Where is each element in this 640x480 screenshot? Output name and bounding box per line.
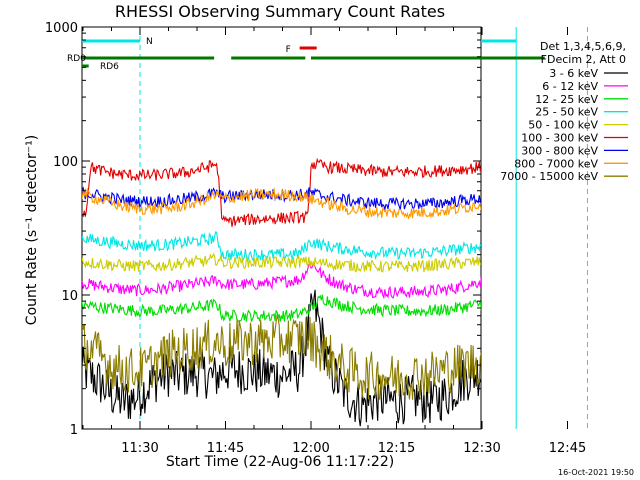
series-line-3	[82, 231, 481, 263]
y-tick-label-0: 1	[70, 423, 78, 438]
series-lines	[82, 157, 481, 427]
legend-label-1: 6 - 12 keV	[542, 80, 598, 93]
flag-label-rd6: RD6	[100, 62, 119, 72]
state-flags: N F RD0 RD6	[67, 37, 545, 72]
legend-label-0: 3 - 6 keV	[549, 67, 598, 80]
x-tick-label-1: 11:45	[207, 441, 244, 456]
y-tick-label-3: 1000	[45, 21, 78, 36]
legend-header-1: FDecim 2, Att 0	[541, 53, 626, 66]
plot-frame	[81, 26, 482, 430]
chart-title: RHESSI Observing Summary Count Rates	[115, 2, 445, 21]
legend-header-0: Det 1,3,4,5,6,9,	[540, 40, 626, 53]
legend-label-7: 800 - 7000 keV	[514, 157, 598, 170]
y-axis-label: Count Rate (s⁻¹ detector⁻¹)	[24, 135, 40, 325]
legend-label-4: 50 - 100 keV	[528, 119, 598, 132]
flag-label-rd0: RD0	[67, 54, 86, 64]
legend: Det 1,3,4,5,6,9,FDecim 2, Att 03 - 6 keV…	[500, 40, 628, 183]
x-axis-label: Start Time (22-Aug-06 11:17:22)	[166, 454, 394, 470]
vertical-markers	[139, 27, 588, 429]
legend-label-3: 25 - 50 keV	[535, 106, 598, 119]
series-line-4	[82, 252, 481, 273]
legend-label-8: 7000 - 15000 keV	[500, 170, 598, 183]
x-tick-label-5: 12:45	[549, 441, 586, 456]
footer-date: 16-Oct-2021 19:50	[558, 468, 634, 477]
series-line-1	[82, 263, 481, 300]
series-line-2	[82, 294, 481, 322]
legend-label-2: 12 - 25 keV	[535, 93, 598, 106]
x-tick-label-4: 12:30	[463, 441, 500, 456]
series-line-7	[82, 187, 481, 220]
flag-label-f: F	[286, 45, 291, 55]
x-tick-label-2: 12:00	[292, 441, 329, 456]
y-tick-label-2: 100	[53, 155, 78, 170]
x-tick-label-0: 11:30	[121, 441, 158, 456]
legend-label-5: 100 - 300 keV	[521, 132, 598, 145]
series-line-5	[82, 157, 481, 227]
series-line-8	[82, 314, 481, 401]
legend-label-6: 300 - 800 keV	[521, 144, 598, 157]
y-tick-label-1: 10	[61, 289, 78, 304]
flag-label-n: N	[146, 37, 153, 47]
axes: 11:30 11:45 12:00 12:15 12:30 12:45 1 10 100 1000	[45, 21, 586, 456]
x-tick-label-3: 12:15	[378, 441, 415, 456]
